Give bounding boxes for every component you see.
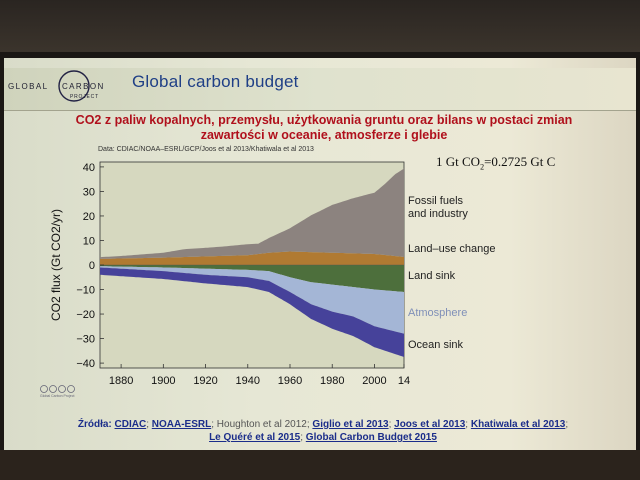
source-separator: ; [146,419,152,430]
license-icons: Global Carbon Project [40,385,75,398]
data-credit: Data: CDIAC/NOAA–ESRL/GCP/Joos et al 201… [98,146,314,153]
land-sink-label: Land sink [408,270,456,282]
source-link[interactable]: Joos et al 2013 [394,419,466,430]
atmosphere-label: Atmosphere [408,307,467,319]
source-separator: ; [565,419,569,430]
x-tick-label: 1960 [278,375,302,387]
x-tick-label: 1940 [236,375,260,387]
sources-label: Źródła: [77,419,115,430]
source-separator: ; [306,419,313,430]
y-tick-label: −20 [76,309,95,321]
logo-word-project: PROJECT [70,94,99,100]
area-land-use-change [100,251,404,265]
source-link[interactable]: CDIAC [114,419,147,430]
source-link[interactable]: Giglio et al 2013 [312,419,389,430]
y-tick-label: 40 [83,162,95,174]
x-tick-label: 1900 [151,375,175,387]
x-tick-label: 14 [398,375,410,387]
sa-icon [67,385,75,393]
source-text: Houghton et al 2012 [216,419,307,430]
by-icon [49,385,57,393]
presentation-slide: GLOBAL CARBON PROJECT Global carbon budg… [4,58,636,450]
logo-word-carbon: CARBON [62,82,105,91]
title-band [4,68,636,110]
y-tick-label: 30 [83,186,95,198]
y-tick-label: 20 [83,211,95,223]
carbon-budget-chart: 40 30 20 10 0 −10 −20 −30 −40 1880 1900 1920 1940 196… [49,161,495,387]
fossil-fuels-label: Fossil fuels and industry [408,195,468,220]
license-text: Global Carbon Project [40,394,74,398]
area-land-sink [100,265,404,292]
y-tick-label: −30 [76,334,95,346]
area-atmosphere [100,266,404,334]
area-fossil-fuels-and-industry [100,168,404,259]
fossil-fuels-label-line: and industry [408,208,468,220]
conversion-lhs: 1 Gt CO [436,154,481,169]
y-tick-label: −10 [76,285,95,297]
conversion-factor: 1 Gt CO2=0.2725 Gt C [436,154,555,172]
subtitle-line-2: zawartości w oceanie, atmosferze i glebi… [200,128,448,142]
subtitle-line-1: CO2 z paliw kopalnych, przemysłu, użytko… [75,113,573,127]
source-separator: ; [300,432,306,443]
room-background-bottom [0,450,640,480]
room-background-top [0,0,640,52]
x-tick-label: 1880 [109,375,133,387]
source-separator: ; [211,419,217,430]
global-carbon-project-logo: GLOBAL CARBON PROJECT [8,70,105,102]
conversion-subscript: 2 [480,162,485,172]
y-axis-label: CO2 flux (Gt CO2/yr) [49,209,63,321]
y-tick-label: 10 [83,235,95,247]
source-link[interactable]: Khatiwala et al 2013 [470,419,566,430]
y-tick-label: 0 [89,260,95,272]
x-tick-label: 2000 [362,375,386,387]
title-divider [4,110,636,111]
nc-icon [58,385,66,393]
area-ocean-sink [100,267,404,357]
source-link[interactable]: NOAA-ESRL [151,419,212,430]
source-link[interactable]: Global Carbon Budget 2015 [305,432,437,443]
source-separator: ; [388,419,395,430]
source-separator: ; [465,419,471,430]
slide-subtitle: CO2 z paliw kopalnych, przemysłu, użytko… [24,113,624,143]
x-tick-label: 1980 [320,375,344,387]
land-use-change-label: Land–use change [408,243,495,255]
logo-ring-icon [58,70,90,102]
x-tick-label: 1920 [193,375,217,387]
fossil-fuels-label-line: Fossil fuels [408,195,464,207]
conversion-rhs: =0.2725 Gt C [484,154,556,169]
logo-word-global: GLOBAL [8,82,48,91]
cc-icon [40,385,48,393]
slide-title: Global carbon budget [132,72,299,91]
y-tick-label: −40 [76,358,95,370]
source-link[interactable]: Le Quéré et al 2015 [209,432,301,443]
sources-footer: Źródła: CDIAC; NOAA-ESRL; Houghton et al… [18,418,628,444]
ocean-sink-label: Ocean sink [408,339,464,351]
